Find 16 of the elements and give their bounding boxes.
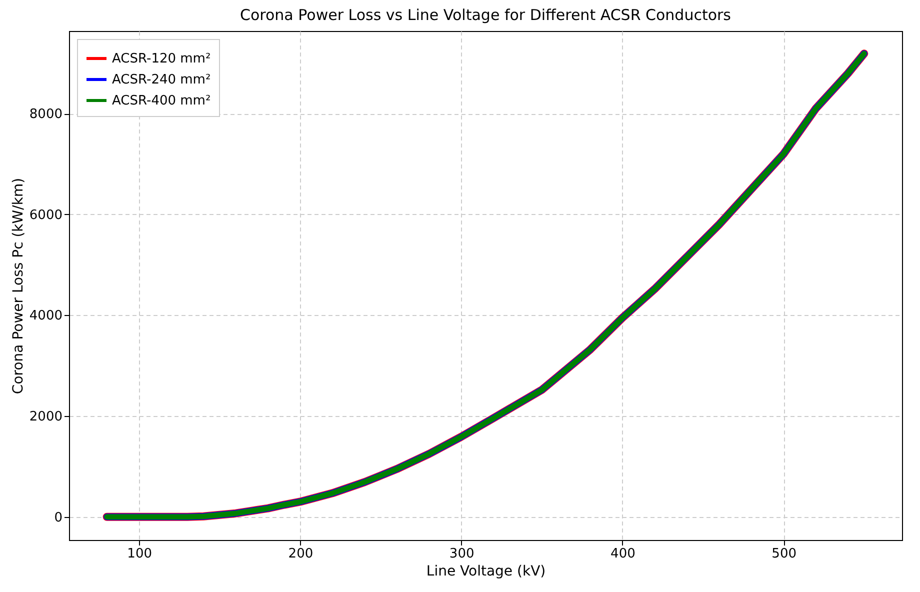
y-tick-label: 2000	[29, 410, 62, 425]
x-tick-label: 300	[449, 546, 474, 562]
x-tick-label: 200	[288, 546, 314, 562]
y-tick-label: 6000	[29, 208, 62, 223]
y-tick-label: 4000	[29, 308, 62, 324]
x-axis-title: Line Voltage (kV)	[426, 564, 546, 580]
y-tick-label: 8000	[29, 107, 62, 122]
legend-label: ACSR-400 mm²	[112, 94, 211, 108]
chart-title: Corona Power Loss vs Line Voltage for Different ACSR Conductors	[240, 6, 732, 24]
x-tick-label: 100	[127, 546, 152, 562]
legend-label: ACSR-120 mm²	[112, 52, 211, 66]
legend-label: ACSR-240 mm²	[112, 72, 211, 88]
x-tick-label: 400	[610, 546, 636, 562]
y-tick-label: 0	[54, 510, 62, 526]
x-tick-label: 500	[772, 546, 796, 562]
y-axis-title: Corona Power Loss Pc (kW/km)	[10, 178, 26, 394]
